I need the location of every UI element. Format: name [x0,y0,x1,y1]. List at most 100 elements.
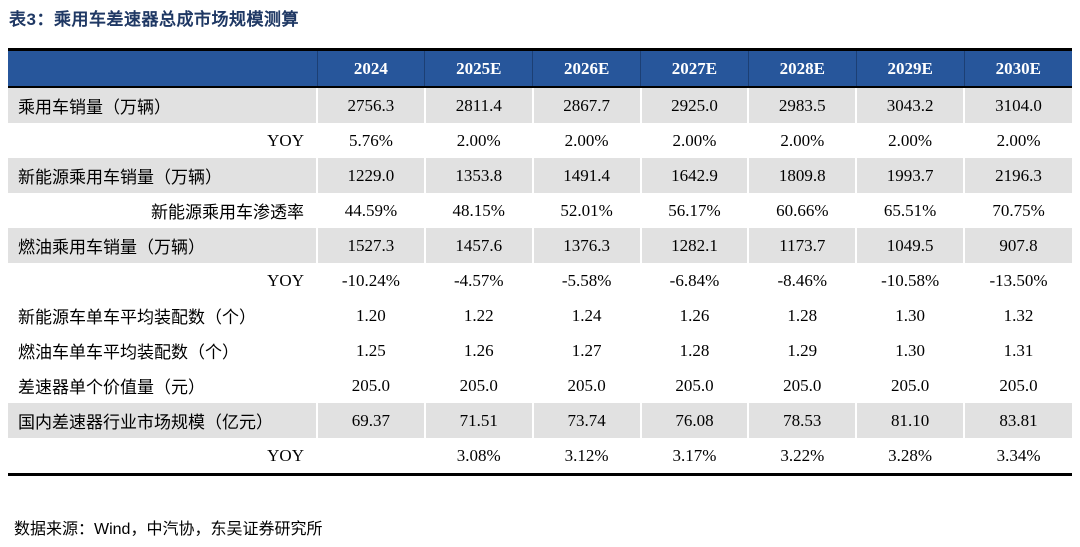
table-cell: -4.57% [423,263,533,298]
row-label: YOY [8,263,317,298]
row-label: YOY [8,123,317,158]
table-cell: 76.08 [639,403,749,438]
table-cell: 1376.3 [531,228,641,263]
table-cell: 2.00% [639,123,749,158]
table-cell: 3.08% [423,438,533,475]
table-cell: 907.8 [963,228,1072,263]
table-cell: -13.50% [963,263,1072,298]
table-cell: 1282.1 [639,228,749,263]
market-size-table: 2024 2025E 2026E 2027E 2028E 2029E 2030E 乘用车销量… [8,48,1072,476]
column-header-year: 2030E [963,49,1072,88]
table-cell: 5.76% [316,123,425,158]
table-cell: 205.0 [747,368,857,403]
table-cell: 3.12% [531,438,641,475]
table-cell: 205.0 [531,368,641,403]
table-cell: 1173.7 [747,228,857,263]
table-cell: 73.74 [531,403,641,438]
table-cell: 1.26 [423,333,533,368]
table-cell: 1.24 [531,298,641,333]
table-cell: 69.37 [316,403,425,438]
table-cell: 1353.8 [423,158,533,193]
column-header-empty [8,49,317,88]
table-cell: 1.30 [855,298,965,333]
table-cell: 205.0 [855,368,965,403]
table-row: 乘用车销量（万辆） 2756.3 2811.4 2867.7 2925.0 2983.5 3… [8,87,1072,123]
table-row: 燃油车单车平均装配数（个） 1.25 1.26 1.27 1.28 1.29 1.30 1.3… [8,333,1072,368]
table-cell: 1.28 [639,333,749,368]
row-label: 燃油车单车平均装配数（个） [8,333,317,368]
row-label: 新能源乘用车销量（万辆） [8,158,317,193]
table-cell: 2925.0 [639,87,749,123]
table-row: 差速器单个价值量（元） 205.0 205.0 205.0 205.0 205.0 205.… [8,368,1072,403]
row-label: 新能源车单车平均装配数（个） [8,298,317,333]
table-cell: 2983.5 [747,87,857,123]
row-label: 新能源乘用车渗透率 [8,193,317,228]
table-cell: 3043.2 [855,87,965,123]
table-cell: 2811.4 [423,87,533,123]
column-header-year: 2026E [532,49,641,88]
table-cell: 2867.7 [531,87,641,123]
table-cell: 3.17% [639,438,749,475]
table-row: 新能源乘用车渗透率 44.59% 48.15% 52.01% 56.17% 60.66% 6… [8,193,1072,228]
table-cell: -5.58% [531,263,641,298]
table-cell: 2.00% [747,123,857,158]
table-cell: 1.31 [963,333,1072,368]
column-header-year: 2024 [316,49,425,88]
table-cell: 2.00% [855,123,965,158]
table-row: 国内差速器行业市场规模（亿元） 69.37 71.51 73.74 76.08 78.53… [8,403,1072,438]
table-cell: 2.00% [423,123,533,158]
table-row: YOY 3.08% 3.12% 3.17% 3.22% 3.28% 3.34% [8,438,1072,475]
row-label: 国内差速器行业市场规模（亿元） [8,403,317,438]
table-cell: 1229.0 [316,158,425,193]
table-cell: 205.0 [639,368,749,403]
table-row: 燃油乘用车销量（万辆） 1527.3 1457.6 1376.3 1282.1 1173.… [8,228,1072,263]
table-row: YOY 5.76% 2.00% 2.00% 2.00% 2.00% 2.00% 2.00% [8,123,1072,158]
table-cell: 1491.4 [531,158,641,193]
table-cell: 1.26 [639,298,749,333]
column-header-year: 2028E [747,49,857,88]
table-cell: 3.34% [963,438,1072,475]
table-cell: 1.32 [963,298,1072,333]
table-cell: 52.01% [531,193,641,228]
row-label: YOY [8,438,317,475]
table-cell: 1527.3 [316,228,425,263]
table-row: YOY -10.24% -4.57% -5.58% -6.84% -8.46% -10.58… [8,263,1072,298]
table-cell: 1.20 [316,298,425,333]
table-row: 新能源车单车平均装配数（个） 1.20 1.22 1.24 1.26 1.28 1.30 1.… [8,298,1072,333]
table-body: 乘用车销量（万辆） 2756.3 2811.4 2867.7 2925.0 2983.5 3… [8,87,1072,475]
table-cell: 44.59% [316,193,425,228]
table-cell: 78.53 [747,403,857,438]
table-cell: 1.22 [423,298,533,333]
table-cell: -8.46% [747,263,857,298]
row-label: 乘用车销量（万辆） [8,87,317,123]
table-cell: 1.27 [531,333,641,368]
table-cell: 1809.8 [747,158,857,193]
table-cell: 3.28% [855,438,965,475]
table-cell: 2.00% [963,123,1072,158]
table-cell: 70.75% [963,193,1072,228]
table-cell: 1.29 [747,333,857,368]
table-cell: 2.00% [531,123,641,158]
table-cell: 71.51 [423,403,533,438]
column-header-year: 2027E [640,49,749,88]
table-cell: -10.58% [855,263,965,298]
table-cell: 65.51% [855,193,965,228]
table-cell: 3104.0 [963,87,1072,123]
data-source-note: 数据来源：Wind，中汽协，东吴证券研究所 [14,521,323,538]
table-header-row: 2024 2025E 2026E 2027E 2028E 2029E 2030E [8,49,1072,88]
table-cell: 1.25 [316,333,425,368]
table-cell: 205.0 [963,368,1072,403]
table-cell: 83.81 [963,403,1072,438]
table-cell: -10.24% [316,263,425,298]
table-cell: 48.15% [423,193,533,228]
table-cell: 1.28 [747,298,857,333]
table-cell: 1457.6 [423,228,533,263]
column-header-year: 2029E [855,49,965,88]
table-cell: 81.10 [855,403,965,438]
table-cell [316,438,425,475]
table-cell: 2196.3 [963,158,1072,193]
column-header-year: 2025E [424,49,533,88]
row-label: 燃油乘用车销量（万辆） [8,228,317,263]
table-cell: 2756.3 [316,87,425,123]
